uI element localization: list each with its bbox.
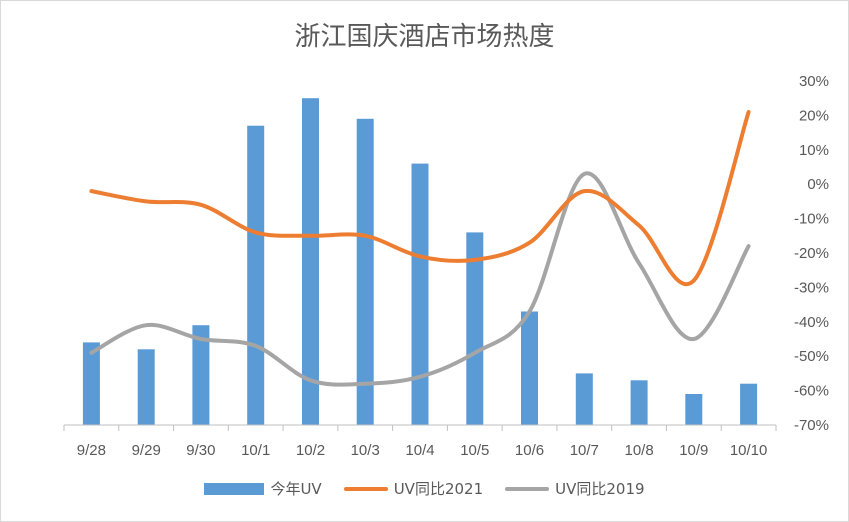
bar-7: [466, 232, 484, 425]
x-tick-label-6: 10/4: [405, 442, 434, 459]
bar-11: [685, 394, 703, 425]
bar-1: [137, 349, 155, 425]
legend-label-bar: 今年UV: [270, 480, 322, 498]
x-tick-label-8: 10/6: [515, 442, 544, 459]
y-right-tick-label-3: 0%: [807, 176, 829, 193]
x-tick-label-11: 10/9: [679, 442, 708, 459]
legend-item-2021: UV同比2021: [343, 478, 484, 499]
y-right-tick-label-8: -50%: [794, 348, 829, 365]
y-right-tick-label-2: 10%: [799, 142, 829, 159]
x-tick-label-10: 10/8: [624, 442, 653, 459]
y-right-tick-label-7: -40%: [794, 314, 829, 331]
x-tick-label-5: 10/3: [351, 442, 380, 459]
x-tick-label-12: 10/10: [730, 442, 768, 459]
chart-title: 浙江国庆酒店市场热度: [294, 22, 555, 52]
x-tick-label-0: 9/28: [77, 442, 106, 459]
y-right-tick-label-4: -10%: [794, 211, 829, 228]
x-tick-label-1: 9/29: [132, 442, 161, 459]
x-tick-label-3: 10/1: [241, 442, 270, 459]
legend-swatch-bar: [204, 482, 265, 495]
y-right-tick-label-1: 20%: [799, 107, 829, 124]
legend-swatch-2021: [343, 486, 388, 491]
legend-item-2019: UV同比2019: [505, 478, 645, 499]
bar-5: [356, 118, 374, 426]
bar-2: [192, 325, 210, 425]
bar-4: [302, 98, 319, 425]
x-tick-label-9: 10/7: [570, 442, 599, 459]
bar-0: [82, 342, 100, 425]
y-right-tick-label-0: 30%: [799, 73, 829, 90]
y-right-tick-label-6: -30%: [794, 279, 829, 296]
y-right-tick-label-9: -60%: [794, 383, 829, 400]
legend-swatch-2019: [505, 486, 550, 491]
x-tick-label-7: 10/5: [460, 442, 489, 459]
legend-label-2019: UV同比2019: [555, 480, 645, 498]
line-uv-2021: [89, 110, 751, 286]
y-right-tick-label-10: -70%: [794, 417, 829, 434]
bar-10: [630, 380, 648, 425]
bar-8: [521, 311, 538, 425]
bar-12: [740, 383, 758, 425]
x-tick-label-4: 10/2: [296, 442, 325, 459]
bar-9: [575, 373, 593, 425]
legend-item-bar: 今年UV: [204, 478, 322, 499]
x-tick-label-2: 9/30: [186, 442, 215, 459]
legend: 今年UV UV同比2021 UV同比2019: [0, 478, 849, 499]
line-uv-2019: [89, 171, 751, 387]
bar-3: [247, 125, 265, 425]
legend-label-2021: UV同比2021: [393, 480, 484, 498]
y-right-tick-label-5: -20%: [794, 245, 829, 262]
bar-6: [411, 163, 429, 425]
